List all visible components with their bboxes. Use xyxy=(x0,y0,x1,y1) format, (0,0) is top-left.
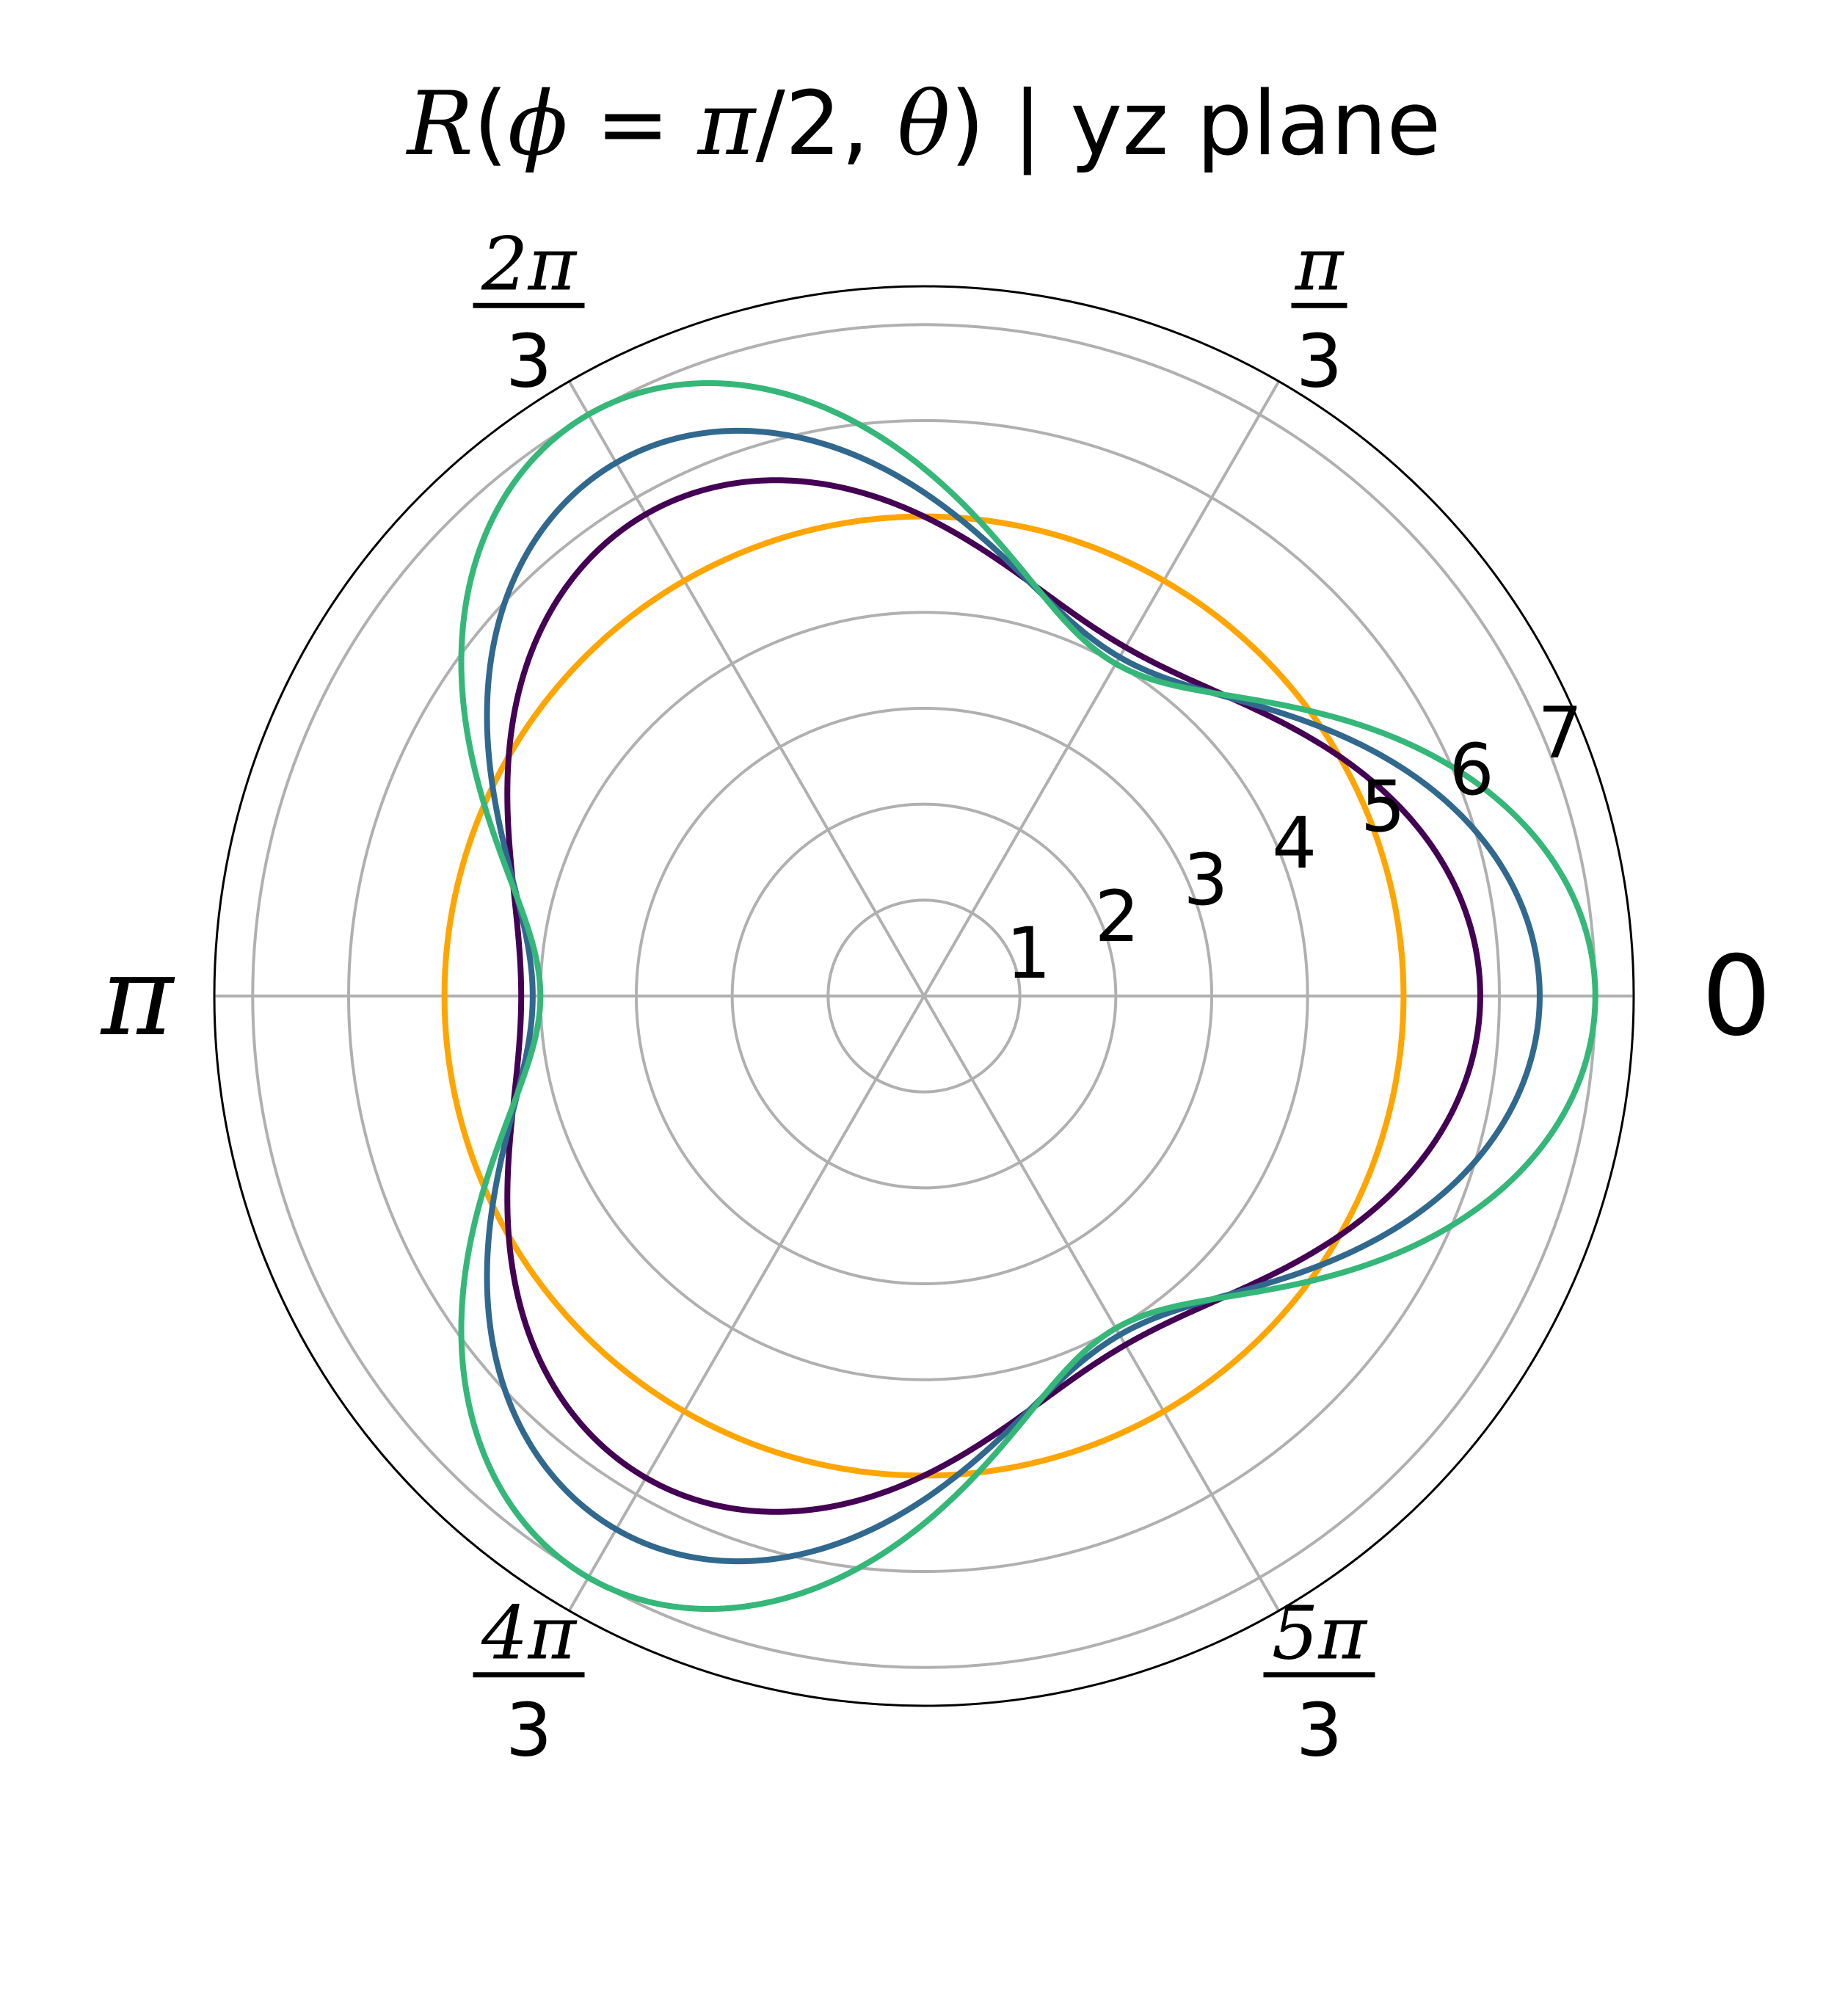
angle-tick-text: 0 xyxy=(1701,933,1771,1061)
angle-tick-denominator: 3 xyxy=(1296,318,1343,404)
series-line-0 xyxy=(441,513,1407,1479)
radial-tick-label: 5 xyxy=(1361,766,1405,848)
angle-tick-numerator: π xyxy=(1295,221,1345,307)
radial-tick-label: 3 xyxy=(1183,839,1228,921)
grid-layer xyxy=(214,323,1634,1669)
series-line-1 xyxy=(504,477,1483,1515)
series-line-2 xyxy=(484,427,1543,1565)
angle-tick-label-4: 4π3 xyxy=(473,1591,585,1773)
series-line-3 xyxy=(458,379,1598,1613)
angle-tick-label-2: 2π3 xyxy=(473,221,585,404)
angle-tick-label-0: 0 xyxy=(1701,933,1771,1061)
series-layer xyxy=(441,379,1598,1613)
angle-tick-label-5: 5π3 xyxy=(1263,1591,1375,1773)
grid-spoke-5 xyxy=(923,995,1281,1612)
radial-tick-label: 7 xyxy=(1538,692,1582,774)
radial-tick-label: 4 xyxy=(1272,802,1317,884)
grid-spoke-2 xyxy=(567,380,925,997)
chart-title: R(ϕ = π/2, θ) | yz plane xyxy=(406,73,1441,175)
radial-tick-label: 6 xyxy=(1449,729,1494,811)
angle-tick-text: π xyxy=(100,933,175,1061)
polar-frame xyxy=(213,285,1635,1707)
radial-tick-label: 1 xyxy=(1006,912,1051,995)
angle-tick-denominator: 3 xyxy=(506,318,553,404)
grid-spoke-4 xyxy=(567,995,925,1612)
angle-tick-numerator: 5π xyxy=(1272,1591,1369,1676)
frame-layer xyxy=(213,285,1635,1707)
angle-tick-denominator: 3 xyxy=(506,1687,553,1773)
angle-tick-numerator: 4π xyxy=(481,1591,578,1676)
angle-tick-denominator: 3 xyxy=(1296,1687,1343,1773)
angle-tick-label-1: π3 xyxy=(1291,221,1347,404)
grid-spoke-1 xyxy=(923,380,1281,997)
angle-tick-label-3: π xyxy=(100,933,175,1061)
angle-tick-numerator: 2π xyxy=(481,221,578,307)
radial-tick-label: 2 xyxy=(1095,876,1140,958)
